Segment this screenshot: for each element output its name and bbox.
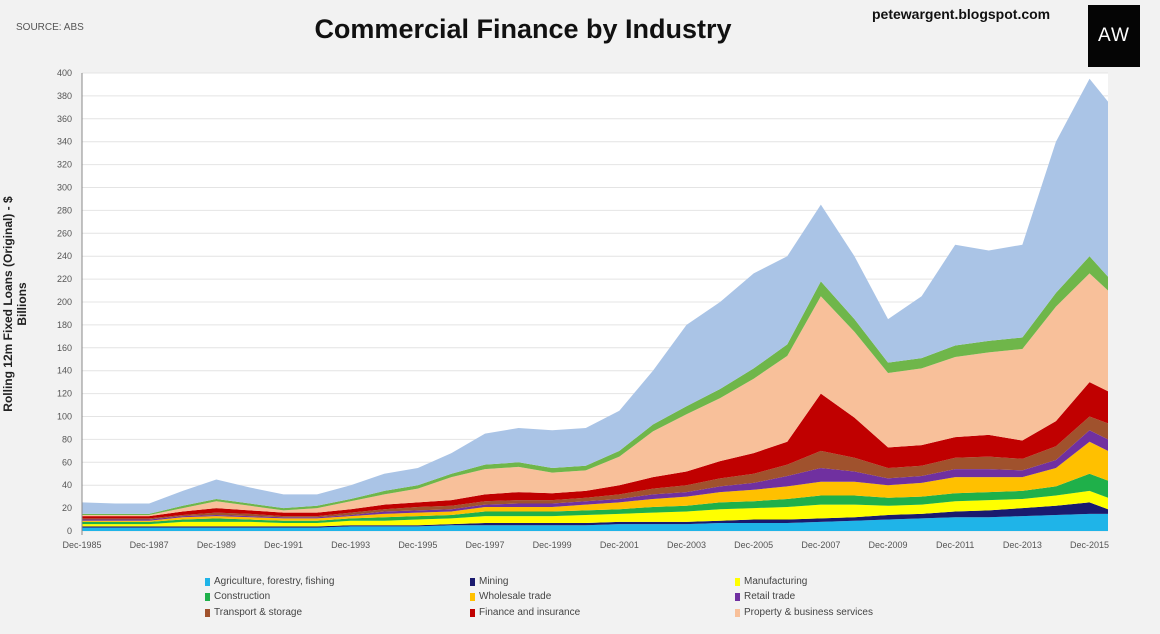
- legend-label: Mining: [479, 576, 509, 587]
- y-tick-label: 60: [62, 457, 72, 467]
- legend-swatch: [205, 608, 210, 617]
- legend-swatch: [735, 592, 740, 601]
- area-series-10: [82, 256, 1108, 515]
- legend-label: Wholesale trade: [479, 591, 552, 602]
- chart-title: Commercial Finance by Industry: [314, 14, 732, 44]
- legend-label: Manufacturing: [744, 576, 808, 587]
- legend-swatch: [470, 608, 475, 617]
- area-wholesale-trade: [82, 441, 1108, 522]
- y-tick-label: 120: [57, 389, 72, 399]
- x-tick-label: Dec-2013: [1003, 540, 1042, 550]
- y-tick-label: 380: [57, 91, 72, 101]
- x-tick-label: Dec-1987: [130, 540, 169, 550]
- source-note: SOURCE: ABS: [16, 22, 84, 33]
- y-tick-label: 280: [57, 205, 72, 215]
- area-mining: [82, 502, 1108, 528]
- legend-label: Finance and insurance: [479, 607, 581, 618]
- legend-swatch: [470, 592, 475, 601]
- y-tick-label: 20: [62, 503, 72, 513]
- x-tick-label: Dec-1991: [264, 540, 303, 550]
- area-series-11: [82, 78, 1108, 514]
- area-manufacturing: [82, 490, 1108, 527]
- legend-item: Transport & storage: [205, 607, 302, 618]
- y-tick-label: 320: [57, 160, 72, 170]
- x-tick-label: Dec-1985: [62, 540, 101, 550]
- legend-label: Retail trade: [744, 591, 796, 602]
- y-tick-label: 160: [57, 343, 72, 353]
- area-transport-storage: [82, 416, 1108, 520]
- x-tick-label: Dec-1995: [398, 540, 437, 550]
- y-tick-label: 260: [57, 228, 72, 238]
- legend-label: Property & business services: [744, 607, 873, 618]
- legend-item: Finance and insurance: [470, 607, 580, 618]
- area-property-business-services: [82, 273, 1108, 517]
- legend-item: Construction: [205, 591, 270, 602]
- legend-item: Wholesale trade: [470, 591, 551, 602]
- x-tick-label: Dec-2007: [801, 540, 840, 550]
- legend-swatch: [205, 577, 210, 586]
- legend-swatch: [735, 608, 740, 617]
- legend-item: Manufacturing: [735, 576, 807, 587]
- y-tick-label: 220: [57, 274, 72, 284]
- blog-url: petewargent.blogspot.com: [872, 6, 1051, 22]
- area-construction: [82, 473, 1108, 525]
- x-tick-label: Dec-1993: [331, 540, 370, 550]
- legend-item: Mining: [470, 576, 508, 587]
- y-tick-label: 80: [62, 434, 72, 444]
- legend-swatch: [470, 577, 475, 586]
- x-tick-label: Dec-2003: [667, 540, 706, 550]
- y-tick-label: 180: [57, 320, 72, 330]
- x-tick-label: Dec-2001: [600, 540, 639, 550]
- area-finance-and-insurance: [82, 382, 1108, 519]
- legend-item: Retail trade: [735, 591, 795, 602]
- legend-label: Agriculture, forestry, fishing: [214, 576, 335, 587]
- x-tick-label: Dec-1997: [465, 540, 504, 550]
- legend-item: Agriculture, forestry, fishing: [205, 576, 334, 587]
- aw-logo: AW: [1088, 5, 1140, 67]
- x-tick-label: Dec-1999: [533, 540, 572, 550]
- area-retail-trade: [82, 430, 1108, 521]
- x-tick-label: Dec-2015: [1070, 540, 1109, 550]
- y-tick-label: 140: [57, 366, 72, 376]
- legend-swatch: [735, 577, 740, 586]
- y-tick-label: 240: [57, 251, 72, 261]
- x-tick-label: Dec-2005: [734, 540, 773, 550]
- x-tick-label: Dec-2011: [936, 540, 974, 550]
- legend-swatch: [205, 592, 210, 601]
- legend-item: Property & business services: [735, 607, 873, 618]
- x-tick-label: Dec-1989: [197, 540, 236, 550]
- y-tick-label: 40: [62, 480, 72, 490]
- legend-label: Transport & storage: [214, 607, 303, 618]
- area-agriculture-forestry-fishing: [82, 513, 1108, 531]
- legend-label: Construction: [214, 591, 271, 602]
- y-tick-label: 400: [57, 68, 72, 78]
- y-tick-label: 100: [57, 412, 72, 422]
- x-tick-label: Dec-2009: [869, 540, 908, 550]
- y-tick-label: 0: [67, 526, 72, 536]
- y-tick-label: 360: [57, 114, 72, 124]
- y-tick-label: 340: [57, 137, 72, 147]
- y-tick-label: 300: [57, 183, 72, 193]
- y-tick-label: 200: [57, 297, 72, 307]
